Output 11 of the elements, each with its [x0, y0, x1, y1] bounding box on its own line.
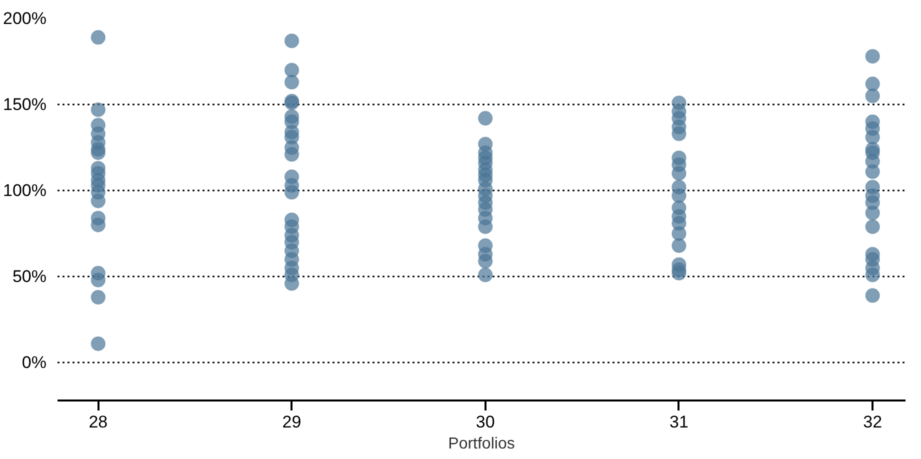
x-tick-label: 31 — [670, 412, 688, 432]
x-tick-label: 28 — [88, 412, 108, 432]
x-tick-label: 32 — [863, 412, 882, 432]
y-tick-label: 100% — [3, 181, 47, 200]
y-tick-label: 200% — [3, 9, 47, 28]
x-tick-label: 30 — [476, 412, 495, 432]
y-tick-label: 50% — [12, 267, 47, 286]
x-axis-title: Portfolios — [448, 436, 515, 452]
y-tick-label: 0% — [22, 353, 47, 372]
y-tick-label: 150% — [3, 95, 47, 114]
x-tick-label: 29 — [282, 412, 302, 432]
